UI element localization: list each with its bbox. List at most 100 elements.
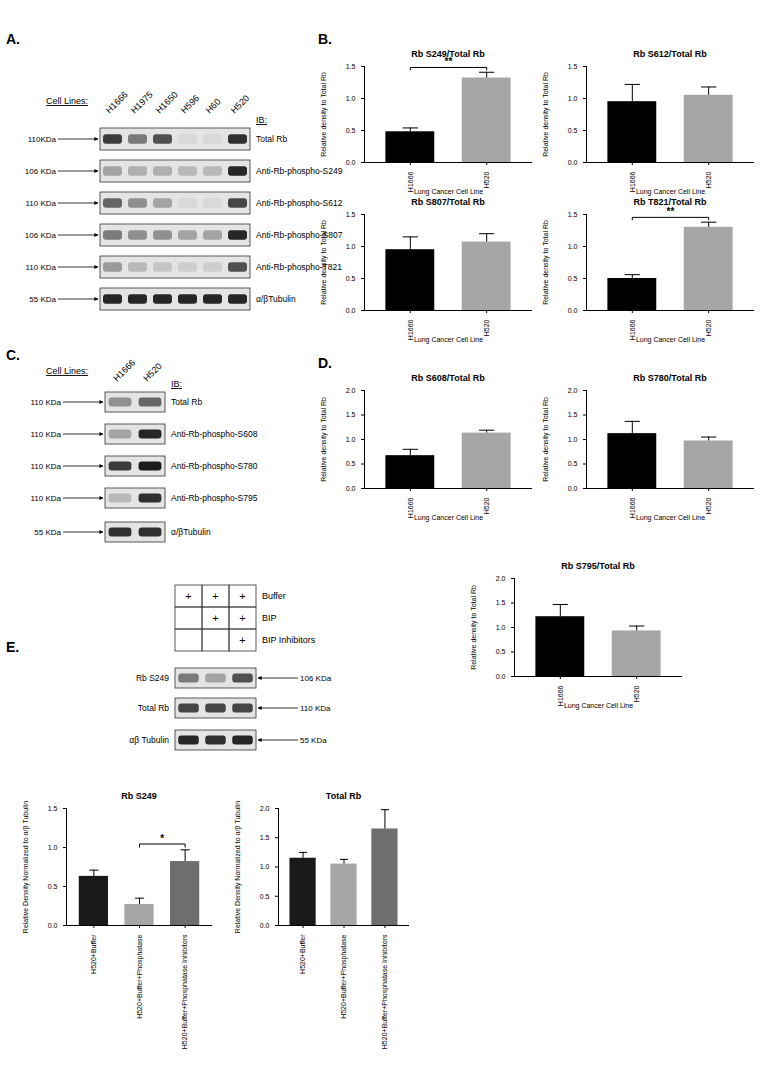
svg-text:H520: H520 xyxy=(705,319,712,336)
svg-text:H596: H596 xyxy=(179,93,201,115)
svg-text:IB:: IB: xyxy=(171,379,182,389)
svg-text:α/βTubulin: α/βTubulin xyxy=(256,294,296,304)
svg-text:Cell Lines:: Cell Lines: xyxy=(46,96,88,106)
svg-text:+: + xyxy=(239,590,245,602)
svg-text:H520: H520 xyxy=(705,171,712,188)
svg-text:H1666: H1666 xyxy=(407,319,414,340)
svg-text:A.: A. xyxy=(6,31,20,47)
svg-text:Relative density to Total Rb: Relative density to Total Rb xyxy=(320,397,328,482)
svg-text:110KDa: 110KDa xyxy=(28,135,57,144)
svg-text:H520: H520 xyxy=(229,93,251,115)
svg-text:1.0: 1.0 xyxy=(496,624,506,631)
svg-text:1.5: 1.5 xyxy=(346,63,356,70)
svg-text:Anti-Rb-phospho-S795: Anti-Rb-phospho-S795 xyxy=(171,493,258,503)
svg-text:0.0: 0.0 xyxy=(346,485,356,492)
svg-text:0.0: 0.0 xyxy=(48,922,58,929)
svg-text:Relative Density Normalized to: Relative Density Normalized to α/β Tubul… xyxy=(234,801,242,933)
svg-text:Lung Cancer Cell Line: Lung Cancer Cell Line xyxy=(414,336,483,344)
svg-text:αβ Tubulin: αβ Tubulin xyxy=(129,735,169,745)
svg-text:H1666: H1666 xyxy=(407,497,414,518)
svg-text:1.0: 1.0 xyxy=(346,95,356,102)
svg-text:1.0: 1.0 xyxy=(346,243,356,250)
svg-text:E.: E. xyxy=(6,639,19,655)
svg-text:BIP: BIP xyxy=(262,613,277,623)
svg-text:Relative density to Total Rb: Relative density to Total Rb xyxy=(542,220,550,305)
svg-text:0.5: 0.5 xyxy=(346,460,356,467)
svg-text:110 KDa: 110 KDa xyxy=(300,704,331,713)
svg-text:0.0: 0.0 xyxy=(496,673,506,680)
svg-text:0.5: 0.5 xyxy=(496,648,506,655)
svg-text:H520+Buffer+Phosphatase Inhibi: H520+Buffer+Phosphatase Inhibitors xyxy=(381,934,389,1049)
svg-text:106 KDa: 106 KDa xyxy=(300,674,332,683)
svg-text:1.0: 1.0 xyxy=(260,863,270,870)
svg-text:1.5: 1.5 xyxy=(568,411,578,418)
svg-text:Anti-Rb-phospho-S608: Anti-Rb-phospho-S608 xyxy=(171,429,258,439)
svg-text:2.0: 2.0 xyxy=(568,387,578,394)
svg-text:IB:: IB: xyxy=(256,115,267,125)
svg-text:1.5: 1.5 xyxy=(568,63,578,70)
svg-text:1.5: 1.5 xyxy=(346,211,356,218)
svg-text:1.5: 1.5 xyxy=(346,411,356,418)
svg-text:55 KDa: 55 KDa xyxy=(34,528,61,537)
svg-text:0.5: 0.5 xyxy=(568,460,578,467)
svg-text:0.5: 0.5 xyxy=(260,892,270,899)
svg-text:H520+Buffer+Phosphatase Inhibi: H520+Buffer+Phosphatase Inhibitors xyxy=(181,934,189,1049)
svg-text:Relative Density Normalized to: Relative Density Normalized to α/β Tubul… xyxy=(22,801,30,933)
svg-text:2.0: 2.0 xyxy=(260,805,270,812)
svg-text:1.5: 1.5 xyxy=(48,805,58,812)
svg-text:H520: H520 xyxy=(633,685,640,702)
svg-text:Anti-Rb-phospho-S612: Anti-Rb-phospho-S612 xyxy=(256,198,343,208)
svg-text:H520: H520 xyxy=(483,319,490,336)
svg-text:55 KDa: 55 KDa xyxy=(300,736,327,745)
svg-text:Anti-Rb-phospho-T821: Anti-Rb-phospho-T821 xyxy=(256,262,342,272)
svg-text:110 KDa: 110 KDa xyxy=(30,494,61,503)
svg-text:0.0: 0.0 xyxy=(568,485,578,492)
svg-text:H520+Buffer: H520+Buffer xyxy=(90,934,97,974)
svg-text:H1650: H1650 xyxy=(154,90,180,116)
svg-text:H1666: H1666 xyxy=(629,319,636,340)
svg-text:110 KDa: 110 KDa xyxy=(30,430,61,439)
svg-text:0.0: 0.0 xyxy=(568,307,578,314)
svg-text:+: + xyxy=(185,590,191,602)
svg-text:1.0: 1.0 xyxy=(568,243,578,250)
svg-text:0.5: 0.5 xyxy=(568,275,578,282)
svg-text:H520+Buffer+Phosphatase: H520+Buffer+Phosphatase xyxy=(136,934,144,1018)
svg-text:H1666: H1666 xyxy=(111,358,137,384)
svg-text:Relative density to Total Rb: Relative density to Total Rb xyxy=(542,397,550,482)
svg-text:0.5: 0.5 xyxy=(568,127,578,134)
svg-text:0.5: 0.5 xyxy=(48,883,58,890)
svg-text:Cell Lines:: Cell Lines: xyxy=(46,366,88,376)
svg-text:H1666: H1666 xyxy=(104,90,130,116)
svg-text:Lung Cancer Cell Line: Lung Cancer Cell Line xyxy=(414,514,483,522)
svg-text:+: + xyxy=(239,634,245,646)
svg-text:+: + xyxy=(239,612,245,624)
svg-text:α/βTubulin: α/βTubulin xyxy=(171,527,211,537)
svg-text:H520: H520 xyxy=(141,361,163,383)
svg-text:B.: B. xyxy=(318,31,332,47)
svg-text:Buffer: Buffer xyxy=(262,591,286,601)
svg-text:110 KDa: 110 KDa xyxy=(25,199,56,208)
svg-text:Anti-Rb-phospho-S780: Anti-Rb-phospho-S780 xyxy=(171,461,258,471)
svg-text:1.0: 1.0 xyxy=(346,436,356,443)
svg-text:1.0: 1.0 xyxy=(48,844,58,851)
svg-text:0.5: 0.5 xyxy=(346,275,356,282)
svg-text:H1666: H1666 xyxy=(557,685,564,706)
svg-text:2.0: 2.0 xyxy=(496,575,506,582)
svg-text:1.5: 1.5 xyxy=(496,599,506,606)
svg-text:1.5: 1.5 xyxy=(260,834,270,841)
svg-text:C.: C. xyxy=(6,347,20,363)
svg-text:H1975: H1975 xyxy=(129,90,155,116)
svg-text:Total Rb: Total Rb xyxy=(171,397,202,407)
svg-text:Lung Cancer Cell Line: Lung Cancer Cell Line xyxy=(636,188,705,196)
svg-text:+: + xyxy=(212,612,218,624)
svg-text:Relative density to Total Rb: Relative density to Total Rb xyxy=(320,220,328,305)
svg-text:Lung Cancer Cell Line: Lung Cancer Cell Line xyxy=(414,188,483,196)
svg-text:D.: D. xyxy=(318,355,332,371)
svg-text:H60: H60 xyxy=(204,97,223,116)
svg-text:55 KDa: 55 KDa xyxy=(29,295,56,304)
svg-text:Anti-Rb-phospho-S807: Anti-Rb-phospho-S807 xyxy=(256,230,343,240)
svg-text:Lung Cancer Cell Line: Lung Cancer Cell Line xyxy=(636,514,705,522)
svg-text:110 KDa: 110 KDa xyxy=(30,398,61,407)
svg-text:Lung Cancer Cell Line: Lung Cancer Cell Line xyxy=(564,702,633,710)
svg-text:H520: H520 xyxy=(705,497,712,514)
